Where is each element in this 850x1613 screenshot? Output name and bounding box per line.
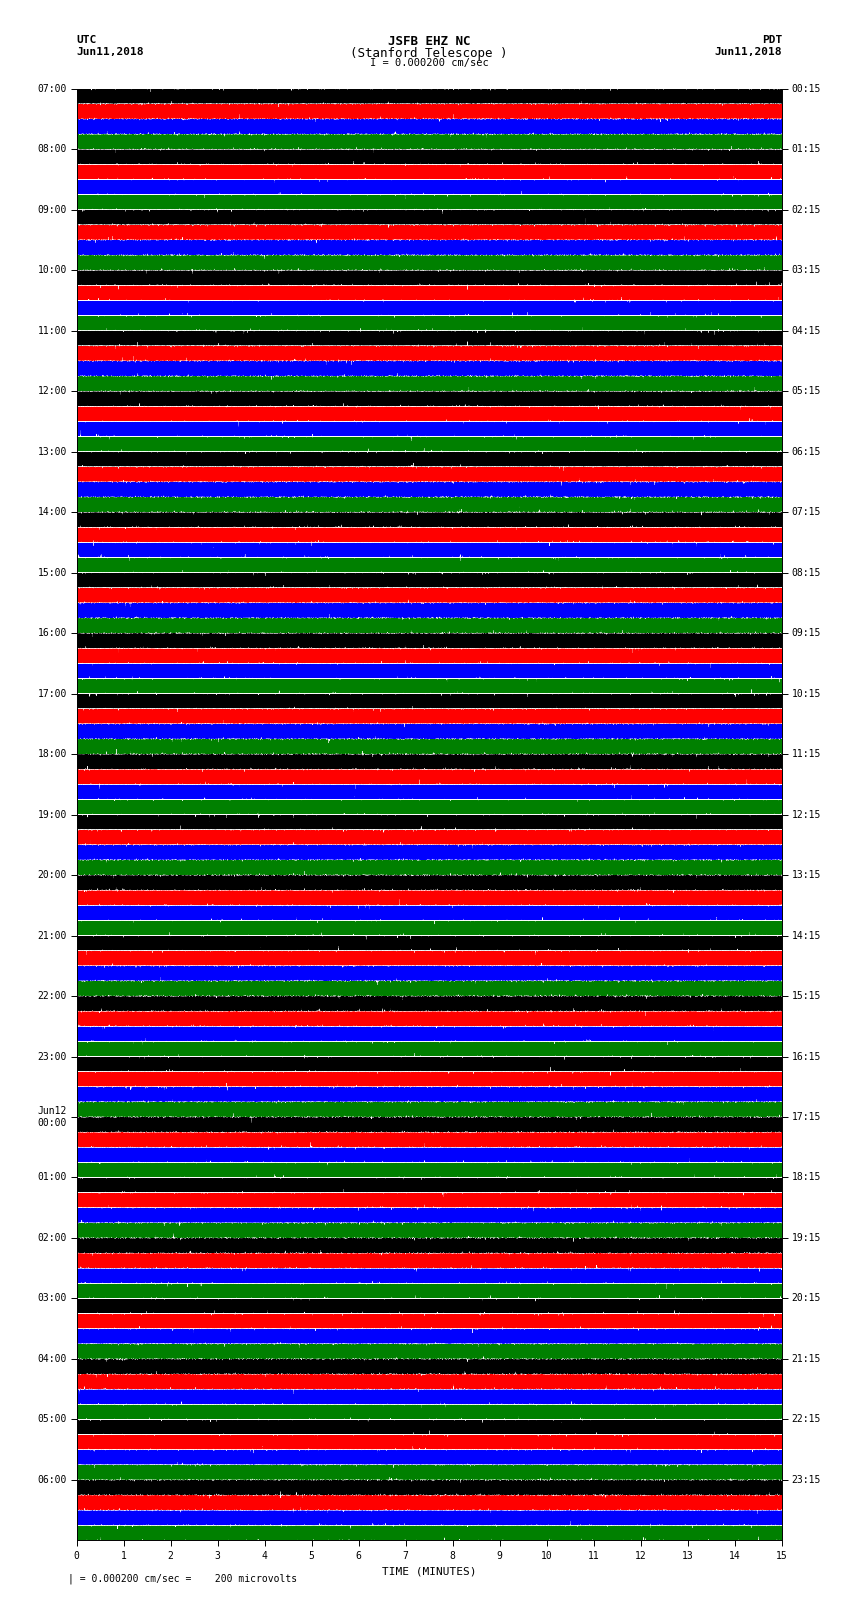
Text: PDT: PDT (762, 35, 782, 45)
Text: (Stanford Telescope ): (Stanford Telescope ) (350, 47, 508, 60)
Text: Jun11,2018: Jun11,2018 (715, 47, 782, 56)
Text: I = 0.000200 cm/sec: I = 0.000200 cm/sec (370, 58, 489, 68)
Text: JSFB EHZ NC: JSFB EHZ NC (388, 35, 471, 48)
Text: Jun11,2018: Jun11,2018 (76, 47, 144, 56)
Text: UTC: UTC (76, 35, 97, 45)
Text: | = 0.000200 cm/sec =    200 microvolts: | = 0.000200 cm/sec = 200 microvolts (68, 1573, 298, 1584)
X-axis label: TIME (MINUTES): TIME (MINUTES) (382, 1566, 477, 1576)
